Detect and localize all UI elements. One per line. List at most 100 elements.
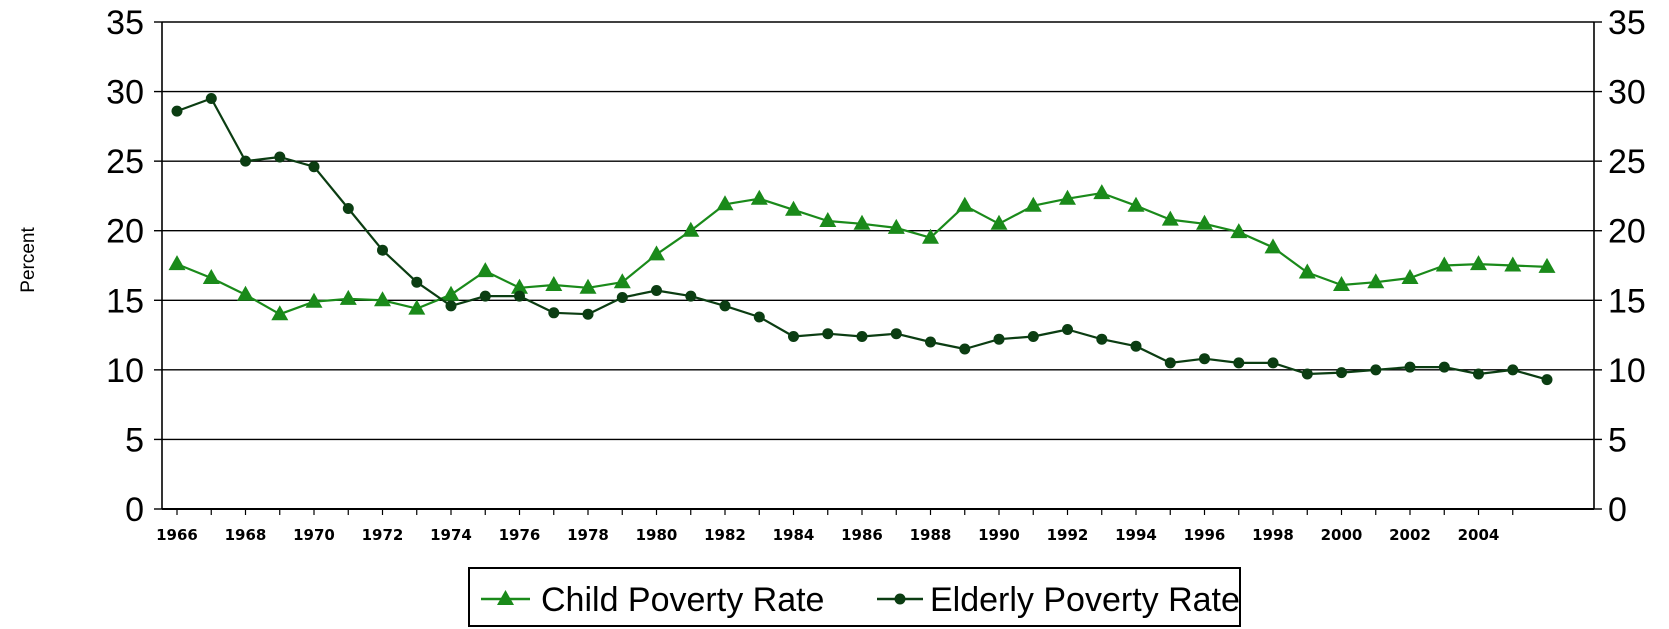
data-point-triangle xyxy=(922,228,939,244)
data-point-circle xyxy=(1267,357,1279,369)
data-point-circle xyxy=(274,151,286,163)
y2-tick-label: 25 xyxy=(1608,143,1646,181)
y-tick-label: 15 xyxy=(106,282,144,320)
y-tick-label: 35 xyxy=(106,4,144,42)
data-point-circle xyxy=(1233,357,1245,369)
data-point-circle xyxy=(1096,333,1108,345)
data-point-triangle xyxy=(613,273,631,289)
data-point-circle xyxy=(1027,331,1039,342)
data-point-triangle xyxy=(202,269,220,284)
data-point-triangle xyxy=(339,289,357,305)
y-axis-label: Percent xyxy=(18,227,39,293)
data-point-circle xyxy=(1404,361,1416,373)
x-tick-label: 1984 xyxy=(773,526,815,544)
data-point-triangle xyxy=(442,285,460,301)
data-point-triangle xyxy=(682,221,700,237)
data-point-circle xyxy=(685,290,697,302)
data-point-triangle xyxy=(819,212,837,227)
data-point-circle xyxy=(514,290,525,302)
y-axis-left: 0 5 10 15 20 25 30 35 xyxy=(106,4,162,529)
data-point-triangle xyxy=(579,278,597,294)
data-point-circle xyxy=(445,300,457,312)
data-point-circle xyxy=(1164,357,1176,369)
data-point-triangle xyxy=(887,218,905,234)
x-tick-label: 1982 xyxy=(704,526,746,544)
series-layer xyxy=(168,93,1556,386)
data-point-triangle xyxy=(374,291,391,307)
data-point-circle xyxy=(411,276,423,288)
x-tick-label: 1974 xyxy=(430,526,472,544)
data-point-triangle xyxy=(271,305,289,321)
data-point-triangle xyxy=(1538,257,1556,273)
x-tick-label: 1976 xyxy=(499,526,541,544)
y2-tick-label: 15 xyxy=(1608,282,1646,320)
data-point-circle xyxy=(993,333,1005,345)
data-point-triangle xyxy=(956,196,974,212)
data-point-circle xyxy=(548,307,560,319)
data-point-triangle xyxy=(990,214,1008,230)
data-point-circle xyxy=(377,244,388,256)
y-axis-right: 0 5 10 15 20 25 30 35 xyxy=(1594,4,1646,529)
data-point-triangle xyxy=(1470,255,1487,271)
x-tick-label: 1994 xyxy=(1115,526,1157,544)
data-point-triangle xyxy=(1298,263,1316,279)
data-point-triangle xyxy=(168,255,186,271)
legend-label-elderly: Elderly Poverty Rate xyxy=(930,581,1240,619)
x-tick-label: 1996 xyxy=(1184,526,1226,544)
data-point-circle xyxy=(651,285,662,296)
data-point-circle xyxy=(959,343,971,355)
legend-box xyxy=(468,567,1241,627)
data-point-triangle xyxy=(1401,269,1419,284)
legend-item-elderly: Elderly Poverty Rate xyxy=(877,581,1240,619)
x-tick-label: 1978 xyxy=(567,526,609,544)
x-tick-label: 1992 xyxy=(1047,526,1089,544)
gridlines xyxy=(162,21,1594,510)
data-point-triangle xyxy=(1127,196,1145,212)
data-point-triangle xyxy=(750,189,768,205)
data-point-triangle xyxy=(237,285,254,301)
data-point-triangle xyxy=(476,262,494,278)
data-point-circle xyxy=(582,308,594,320)
data-point-circle xyxy=(342,203,354,214)
data-point-triangle xyxy=(853,214,871,230)
triangle-marker-icon xyxy=(497,590,514,605)
data-point-triangle xyxy=(716,195,734,211)
data-point-circle xyxy=(1301,368,1313,380)
x-tick-label: 1986 xyxy=(841,526,883,544)
x-tick-label: 2004 xyxy=(1458,526,1500,544)
x-tick-label: 1980 xyxy=(636,526,678,544)
data-point-triangle xyxy=(648,245,665,261)
y-tick-label: 10 xyxy=(106,352,144,390)
data-point-circle xyxy=(240,155,251,167)
legend-item-child: Child Poverty Rate xyxy=(481,581,824,619)
y-tick-label: 30 xyxy=(106,74,144,112)
x-tick-label: 2000 xyxy=(1321,526,1363,544)
data-point-circle xyxy=(1370,364,1382,376)
data-point-circle xyxy=(205,93,217,104)
data-point-circle xyxy=(925,336,936,348)
data-point-circle xyxy=(616,292,628,303)
x-tick-label: 2002 xyxy=(1389,526,1431,544)
series-child-poverty-rate xyxy=(168,184,1556,321)
legend-label-child: Child Poverty Rate xyxy=(541,581,824,619)
circle-marker-icon xyxy=(894,593,906,605)
x-tick-label: 1966 xyxy=(156,526,198,544)
data-point-triangle xyxy=(545,276,563,291)
data-point-circle xyxy=(1438,361,1450,373)
x-axis: 1966 1968 1970 1972 1974 1976 1978 1980 1982 1984… xyxy=(156,509,1514,544)
data-point-circle xyxy=(890,328,902,340)
data-point-triangle xyxy=(1435,256,1453,272)
data-point-circle xyxy=(1199,353,1210,365)
x-tick-label: 1988 xyxy=(910,526,952,544)
data-point-circle xyxy=(171,105,183,117)
x-tick-label: 1998 xyxy=(1252,526,1294,544)
y2-tick-label: 10 xyxy=(1608,352,1646,390)
y-tick-label: 25 xyxy=(106,143,144,181)
y2-tick-label: 35 xyxy=(1608,4,1646,42)
plot-area xyxy=(161,22,1595,509)
data-point-triangle xyxy=(1333,276,1350,291)
y2-tick-label: 5 xyxy=(1608,421,1627,459)
x-tick-label: 1970 xyxy=(293,526,335,544)
data-point-circle xyxy=(1336,367,1347,379)
